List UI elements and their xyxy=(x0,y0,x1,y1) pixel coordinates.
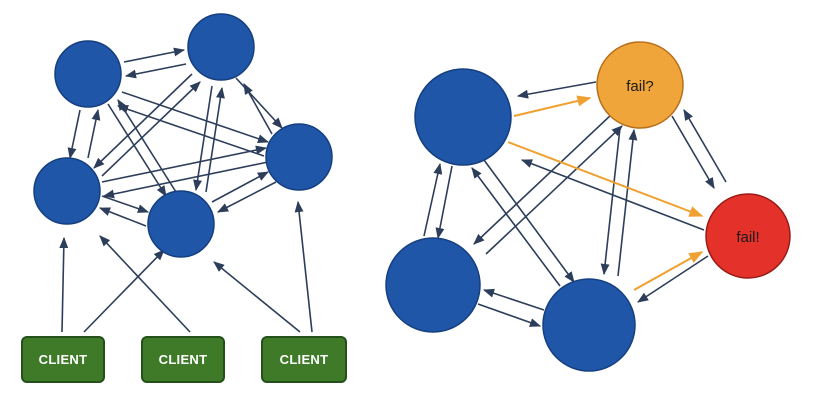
edge-a-to-d xyxy=(483,159,575,283)
edge-a-to-fail-x xyxy=(507,141,704,217)
failed-node: fail! xyxy=(705,193,791,279)
edge-d-to-b xyxy=(243,83,273,135)
left-cluster: CLIENT CLIENT CLIENT xyxy=(21,13,347,383)
edge-a-to-e xyxy=(107,103,167,197)
right-cluster: fail? fail! xyxy=(385,41,791,372)
server-node xyxy=(33,157,101,225)
edge-c-to-e xyxy=(101,195,150,213)
right-nodes: fail? fail! xyxy=(385,41,791,372)
edge-a-to-c xyxy=(435,165,453,240)
left-nodes xyxy=(33,13,333,258)
edge-d-to-a xyxy=(471,167,561,287)
server-node xyxy=(187,13,255,81)
edge-fail-x-to-a xyxy=(520,159,705,231)
edge-c-to-fail-q xyxy=(485,125,623,255)
edge-b-to-a xyxy=(124,63,187,79)
edge-client3-to-e xyxy=(213,261,301,333)
edge-c-to-b xyxy=(101,81,201,177)
server-node xyxy=(414,68,512,166)
edge-a-to-c xyxy=(67,109,81,160)
edge-fail-q-to-fail-x xyxy=(671,115,715,189)
edge-e-to-d xyxy=(211,171,269,203)
right-edges-suspect xyxy=(507,95,704,291)
suspect-node: fail? xyxy=(596,41,684,129)
client-box: CLIENT xyxy=(261,336,347,383)
edge-c-to-a xyxy=(423,162,443,237)
server-node xyxy=(542,278,636,372)
client-label: CLIENT xyxy=(39,352,88,367)
edge-fail-x-to-fail-q xyxy=(683,109,727,183)
edge-fail-x-to-d xyxy=(637,255,709,303)
edge-d-to-c xyxy=(102,161,269,199)
client-box: CLIENT xyxy=(141,336,225,383)
edge-fail-q-to-a xyxy=(516,81,597,99)
server-node xyxy=(147,190,215,258)
edge-a-to-d xyxy=(121,91,270,143)
edge-c-to-d xyxy=(101,145,268,183)
clients: CLIENT CLIENT CLIENT xyxy=(21,336,347,383)
suspect-node-label: fail? xyxy=(626,78,654,95)
client-box: CLIENT xyxy=(21,336,105,383)
edge-d-to-c xyxy=(482,288,545,311)
edge-d-to-fail-q xyxy=(617,128,638,277)
edge-b-to-e xyxy=(193,85,213,192)
server-node xyxy=(265,123,333,191)
edge-e-to-c xyxy=(98,207,147,227)
edge-e-to-a xyxy=(117,99,177,193)
right-edges xyxy=(423,81,727,327)
edge-b-to-c xyxy=(93,73,193,169)
client-label: CLIENT xyxy=(159,352,208,367)
edge-d-to-e xyxy=(217,181,277,213)
edge-c-to-a xyxy=(87,108,101,159)
failed-node-label: fail! xyxy=(736,229,759,246)
edge-b-to-d xyxy=(235,77,283,129)
edge-a-to-b xyxy=(123,47,186,63)
edge-client2-to-c xyxy=(99,235,191,333)
server-node xyxy=(54,40,122,108)
client-label: CLIENT xyxy=(280,352,329,367)
edge-client3-to-d xyxy=(294,200,313,333)
left-edges xyxy=(59,47,313,333)
edge-client1-to-e xyxy=(83,249,165,333)
edge-fail-q-to-d xyxy=(600,127,621,276)
edge-client1-to-c xyxy=(59,236,69,333)
edge-a-to-fail-q xyxy=(513,95,592,117)
server-node xyxy=(385,237,481,333)
edge-c-to-d xyxy=(477,303,542,327)
edge-d-to-fail-x xyxy=(633,251,704,291)
edge-d-to-a xyxy=(116,105,265,157)
edge-fail-q-to-c xyxy=(473,113,613,245)
